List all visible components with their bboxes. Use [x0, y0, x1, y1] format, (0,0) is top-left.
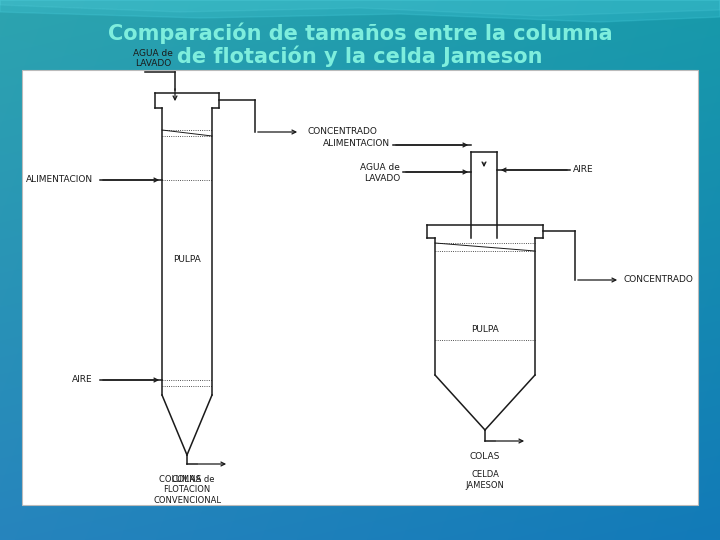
Text: ALIMENTACION: ALIMENTACION — [26, 176, 93, 185]
Polygon shape — [0, 0, 720, 16]
Text: AGUA de
LAVADO: AGUA de LAVADO — [133, 49, 173, 68]
Text: CONCENTRADO: CONCENTRADO — [623, 275, 693, 285]
Text: AIRE: AIRE — [573, 165, 593, 174]
Text: PULPA: PULPA — [173, 255, 201, 265]
Polygon shape — [0, 0, 720, 22]
Text: PULPA: PULPA — [471, 326, 499, 334]
Text: COLUMNA de
FLOTACION
CONVENCIONAL: COLUMNA de FLOTACION CONVENCIONAL — [153, 475, 221, 505]
Text: Comparación de tamaños entre la columna: Comparación de tamaños entre la columna — [108, 22, 612, 44]
Text: COLAS: COLAS — [470, 452, 500, 461]
Text: de flotación y la celda Jameson: de flotación y la celda Jameson — [177, 45, 543, 67]
Text: CELDA
JAMESON: CELDA JAMESON — [466, 470, 505, 490]
Bar — [22, 70, 698, 505]
Text: AGUA de
LAVADO: AGUA de LAVADO — [360, 163, 400, 183]
Text: ALIMENTACION: ALIMENTACION — [323, 139, 390, 148]
Text: AIRE: AIRE — [73, 375, 93, 384]
Text: COLAS: COLAS — [172, 475, 202, 484]
Text: CONCENTRADO: CONCENTRADO — [308, 127, 378, 137]
